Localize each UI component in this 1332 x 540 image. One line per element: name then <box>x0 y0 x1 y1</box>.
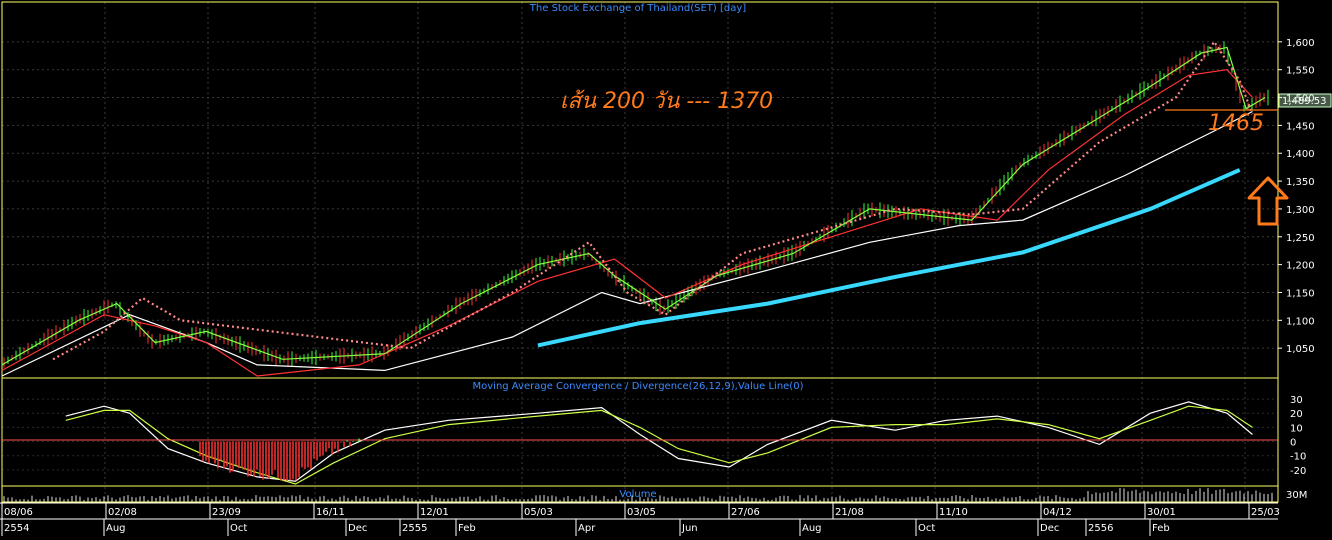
date-label: 04/12 <box>1043 507 1072 518</box>
date-label: 25/03 <box>1251 507 1280 518</box>
macd-title: Moving Average Convergence / Divergence(… <box>473 381 804 392</box>
price-tick-label: 1,450 <box>1286 121 1315 132</box>
month-label: Dec <box>1040 523 1059 534</box>
macd-tick-label: 20 <box>1290 409 1303 420</box>
macd-histogram <box>199 438 360 481</box>
price-tick-label: 1,200 <box>1286 261 1315 272</box>
price-tick-label: 1,500 <box>1286 94 1315 105</box>
price-tick-label: 1,350 <box>1286 177 1315 188</box>
month-label: Feb <box>458 523 476 534</box>
month-label: Apr <box>578 523 596 534</box>
macd-tick-label: -20 <box>1290 466 1306 477</box>
current-price-box <box>1279 94 1331 107</box>
date-label: 21/08 <box>835 507 864 518</box>
price-tick-label: 1,300 <box>1286 205 1315 216</box>
up-arrow-icon <box>1247 176 1289 226</box>
month-label: Dec <box>348 523 367 534</box>
month-label: Oct <box>230 523 247 534</box>
macd-tick-label: 0 <box>1290 438 1296 449</box>
month-label: Jun <box>681 523 698 534</box>
price-tick-label: 1,150 <box>1286 288 1315 299</box>
price-tick-label: 1,600 <box>1286 38 1315 49</box>
date-label: 16/11 <box>316 507 345 518</box>
date-label: 27/06 <box>731 507 760 518</box>
volume-tick: 30M <box>1286 490 1307 501</box>
current-price-label: 1,489.53 <box>1282 96 1327 107</box>
month-label: 2555 <box>402 523 427 534</box>
price-series-line <box>537 168 1241 348</box>
month-label: Feb <box>1152 523 1170 534</box>
price-series <box>1 39 1266 377</box>
ma200-annotation: เส้น 200 วัน --- 1370 <box>560 89 773 114</box>
price-tick-label: 1,250 <box>1286 233 1315 244</box>
price-axis: 1,600 1,550 1,500 1,450 1,400 1,350 1,300 1,250… <box>1278 38 1315 355</box>
month-label: Aug <box>106 523 126 534</box>
date-label: 12/01 <box>420 507 449 518</box>
date-label: 30/01 <box>1147 507 1176 518</box>
date-label: 08/06 <box>4 507 33 518</box>
price-series-line <box>1 110 1253 377</box>
macd-tick-label: 10 <box>1290 423 1303 434</box>
price-tick-label: 1,550 <box>1286 66 1315 77</box>
month-label: 2554 <box>4 523 29 534</box>
macd-tick-label: -10 <box>1290 452 1306 463</box>
month-label: 2556 <box>1088 523 1113 534</box>
month-label: Oct <box>918 523 935 534</box>
volume-title: Volume <box>619 489 656 500</box>
volume-bars <box>3 488 1273 502</box>
price-tick-label: 1,400 <box>1286 149 1315 160</box>
price-tick-label: 1,050 <box>1286 344 1315 355</box>
month-axis: 2554 Aug Oct Dec 2555 Feb Apr Jun Aug Oct Dec 2556 F… <box>1 519 1170 536</box>
chart-title: The Stock Exchange of Thailand(SET) [day… <box>529 3 746 14</box>
support-label: 1465 <box>1208 111 1264 136</box>
price-series-line <box>1 69 1253 377</box>
date-label: 11/10 <box>939 507 968 518</box>
date-label: 05/03 <box>524 507 553 518</box>
price-tick-label: 1,100 <box>1286 316 1315 327</box>
month-label: Aug <box>802 523 822 534</box>
price-series-line <box>1 46 1266 366</box>
price-series-line <box>52 39 1254 361</box>
date-label: 23/09 <box>212 507 241 518</box>
macd-tick-label: 30 <box>1290 395 1303 406</box>
date-axis: 08/06 02/08 23/09 16/11 12/01 05/03 03/05 27/06… <box>1 503 1280 519</box>
macd-series-line <box>65 401 1253 482</box>
macd-axis: 30 20 10 0 -10 -20 <box>1290 395 1306 477</box>
date-label: 03/05 <box>627 507 656 518</box>
date-label: 02/08 <box>108 507 137 518</box>
